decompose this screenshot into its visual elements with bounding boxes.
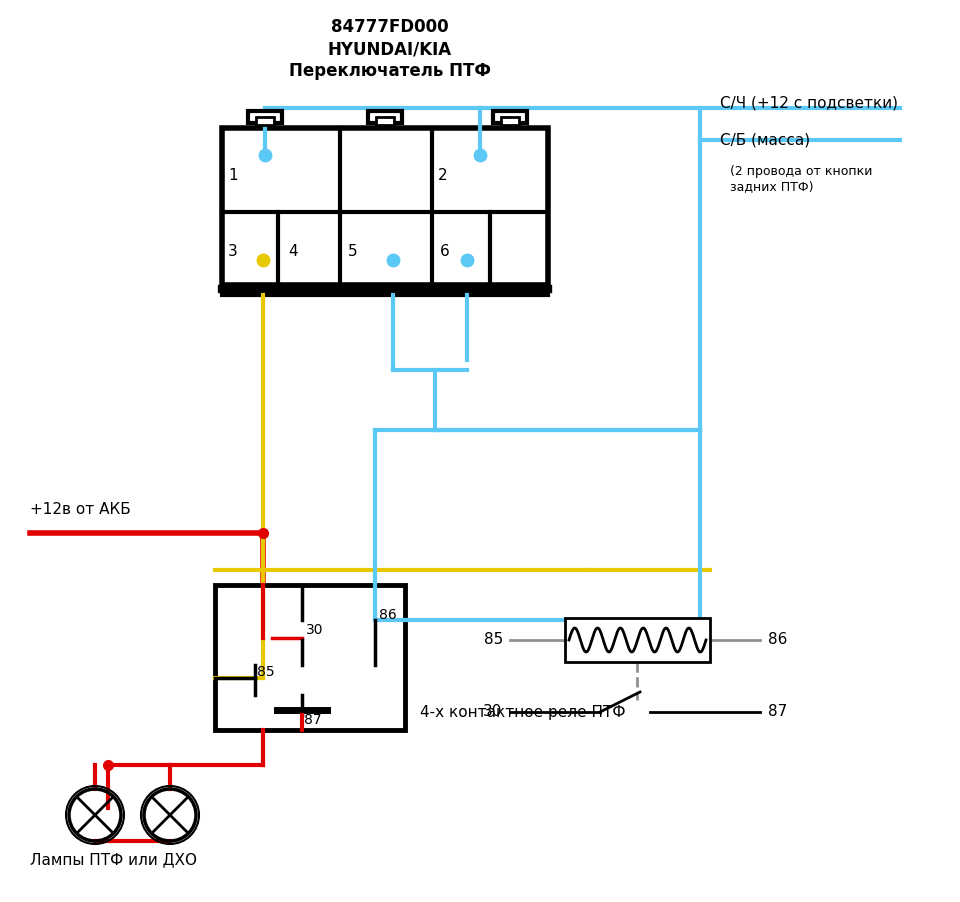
Text: 2: 2 [438,168,447,182]
Text: 5: 5 [348,244,358,260]
Text: 30: 30 [306,623,324,637]
Bar [215,585,405,730]
FancyBboxPatch shape [222,128,548,285]
Bar [368,111,402,123]
Bar [376,117,394,125]
Text: 1: 1 [228,168,238,182]
Text: 4-х контактное реле ПТФ: 4-х контактное реле ПТФ [420,704,626,720]
Text: 86: 86 [768,632,787,648]
Text: 3: 3 [228,244,238,260]
Bar [565,618,710,662]
Text: 4: 4 [288,244,298,260]
Text: (2 провода от кнопки
задних ПТФ): (2 провода от кнопки задних ПТФ) [730,165,873,193]
Text: С/Ч (+12 с подсветки): С/Ч (+12 с подсветки) [720,96,898,111]
Text: 84777FD000: 84777FD000 [331,18,449,36]
Text: 6: 6 [440,244,449,260]
Bar [248,111,282,123]
Text: +12в от АКБ: +12в от АКБ [30,502,131,518]
Text: 86: 86 [379,608,396,622]
Text: 87: 87 [768,704,787,720]
Bar [501,117,519,125]
Text: 30: 30 [483,704,502,720]
Text: HYUNDAI/KIA: HYUNDAI/KIA [328,40,452,58]
Text: 87: 87 [304,713,322,727]
Text: С/Б (масса): С/Б (масса) [720,133,810,148]
Bar [256,117,274,125]
Text: Переключатель ПТФ: Переключатель ПТФ [289,62,491,80]
Text: 85: 85 [257,665,275,679]
Bar [493,111,527,123]
Text: Лампы ПТФ или ДХО: Лампы ПТФ или ДХО [30,852,197,868]
Text: 85: 85 [484,632,503,648]
